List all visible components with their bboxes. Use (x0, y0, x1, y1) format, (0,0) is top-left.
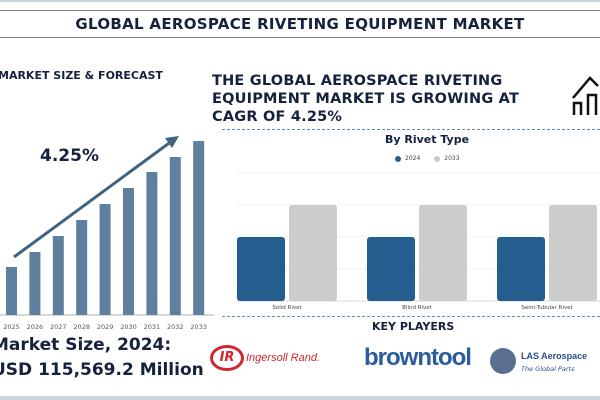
headline-line: THE GLOBAL AEROSPACE RIVETING (212, 73, 503, 89)
year-tick-label: 2027 (50, 323, 67, 331)
cagr-label: 4.25% (40, 146, 99, 166)
arrow-head (165, 136, 179, 148)
legend-label: 2024 (405, 155, 421, 162)
forecast-bar (193, 141, 205, 315)
year-tick-label: 2026 (27, 323, 44, 331)
category-label: Semi-Tubular Rivet (521, 305, 573, 311)
bar-2024 (497, 237, 545, 301)
bar-2024 (367, 237, 415, 301)
bar-2033 (419, 205, 467, 301)
forecast-bar (169, 157, 181, 315)
las-aerospace-logo: LAS Aerospace (521, 351, 588, 361)
rivet-chart-title: By Rivet Type (385, 133, 470, 146)
key-players-title: KEY PLAYERS (372, 320, 455, 333)
forecast-bar (52, 236, 64, 315)
year-tick-label: 2030 (120, 323, 137, 331)
forecast-bar (76, 220, 88, 315)
bar-2024 (237, 237, 285, 301)
growth-arrow (13, 139, 173, 259)
bar-2033 (549, 205, 597, 301)
year-tick-label: 2025 (3, 323, 20, 331)
legend-item-2024: 2024 (395, 155, 420, 162)
section-title: MARKET SIZE & FORECAST (0, 69, 163, 82)
headline-line: CAGR OF 4.25% (212, 109, 343, 125)
category-label: Solid Rivet (272, 305, 302, 311)
ir-mark: IR (210, 345, 244, 371)
legend-item-2033: 2033 (434, 155, 460, 162)
bar-2033 (289, 205, 337, 301)
divider (222, 129, 600, 130)
headline: THE GLOBAL AEROSPACE RIVETING EQUIPMENT … (212, 72, 519, 126)
bottom-border (0, 396, 600, 400)
year-tick-label: 2033 (190, 323, 207, 331)
market-size-value: USD 115,569.2 Million (0, 360, 204, 380)
year-tick-label: 2031 (144, 323, 161, 331)
headline-line: EQUIPMENT MARKET IS GROWING AT (212, 91, 520, 107)
category-label: Blind Rivet (402, 305, 433, 311)
top-border (0, 0, 600, 2)
browntool-logo: browntool (364, 344, 472, 371)
ingersoll-rand-logo: IR Ingersoll Rand. (210, 345, 320, 371)
year-tick-label: 2028 (73, 323, 90, 331)
rivet-chart-legend: 2024 2033 (395, 155, 460, 162)
forecast-bar (6, 267, 17, 315)
las-tagline: The Global Parts (521, 365, 575, 373)
logo-text: Ingersoll Rand. (246, 352, 320, 364)
year-tick-label: 2029 (97, 323, 114, 331)
forecast-bar (99, 204, 111, 315)
forecast-bar (123, 188, 134, 315)
divider (222, 316, 600, 317)
forecast-bar (146, 172, 158, 315)
house-growth-icon (572, 76, 599, 115)
globe-plane-icon (490, 348, 516, 374)
market-size-label: Market Size, 2024: (0, 335, 172, 355)
forecast-bar (29, 252, 41, 315)
page-title: GLOBAL AEROSPACE RIVETING EQUIPMENT MARK… (0, 10, 600, 38)
year-tick-label: 2032 (167, 323, 184, 331)
legend-label: 2033 (444, 155, 460, 162)
